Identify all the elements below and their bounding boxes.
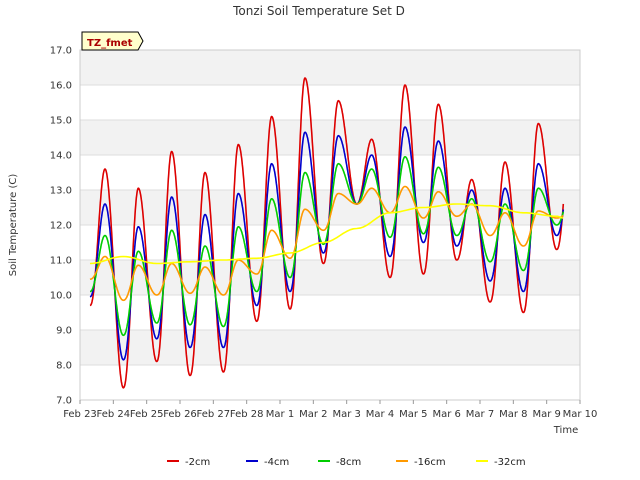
site-label-box: TZ_fmet (81, 31, 144, 51)
x-tick-label: Mar 5 (399, 409, 427, 420)
x-tick-label: Feb 26 (163, 409, 197, 420)
x-tick-label: Feb 25 (130, 409, 164, 420)
series-line-neg2cm (89, 77, 565, 389)
plot-band (80, 120, 580, 155)
legend-label: -2cm (185, 457, 210, 468)
chart-title: Tonzi Soil Temperature Set D (232, 4, 405, 18)
y-axis-title: Soil Temperature (C) (8, 174, 19, 277)
series-line-neg16cm (89, 185, 564, 302)
y-tick-label: 7.0 (56, 396, 72, 407)
series-line-neg4cm (89, 126, 565, 361)
plot-band (80, 260, 580, 295)
y-tick-label: 12.0 (50, 221, 72, 232)
site-label: TZ_fmet (87, 38, 133, 49)
x-tick-label: Feb 24 (97, 409, 131, 420)
x-tick-label: Mar 7 (466, 409, 494, 420)
series-line-neg32cm (89, 203, 564, 265)
legend-label: -8cm (336, 457, 361, 468)
legend-label: -32cm (494, 457, 526, 468)
x-tick-label: Mar 3 (332, 409, 360, 420)
x-tick-label: Mar 9 (532, 409, 560, 420)
y-tick-label: 8.0 (56, 361, 72, 372)
x-axis-title: Time (553, 425, 578, 436)
y-tick-label: 10.0 (50, 291, 72, 302)
x-tick-label: Mar 1 (266, 409, 294, 420)
plot-band (80, 330, 580, 365)
legend-label: -16cm (414, 457, 446, 468)
x-tick-label: Mar 2 (299, 409, 327, 420)
y-tick-label: 11.0 (50, 256, 72, 267)
x-tick-label: Feb 28 (230, 409, 264, 420)
plot-frame (79, 49, 581, 401)
y-tick-label: 17.0 (50, 46, 72, 57)
x-tick-label: Mar 4 (366, 409, 394, 420)
plot-bands (80, 50, 580, 365)
plot-band (80, 50, 580, 85)
x-tick-label: Feb 23 (63, 409, 97, 420)
y-tick-label: 16.0 (50, 81, 72, 92)
y-tick-labels: 7.0 8.0 9.0 10.0 11.0 12.0 13.0 14.0 15.0 16.0 17.… (50, 46, 72, 407)
y-tick-label: 14.0 (50, 151, 72, 162)
y-tick-label: 9.0 (56, 326, 72, 337)
x-tick-labels: Feb 23 Feb 24 Feb 25 Feb 26 Feb 27 Feb 28 Mar … (63, 400, 597, 420)
legend: -2cm -4cm -8cm -16cm -32cm (167, 457, 526, 468)
x-tick-label: Feb 27 (197, 409, 231, 420)
y-tick-label: 15.0 (50, 116, 72, 127)
x-tick-label: Mar 6 (432, 409, 460, 420)
y-tick-label: 13.0 (50, 186, 72, 197)
x-tick-label: Mar 8 (499, 409, 527, 420)
legend-label: -4cm (264, 457, 289, 468)
x-tick-label: Mar 10 (563, 409, 598, 420)
series-group (89, 77, 565, 389)
series-line-neg8cm (89, 156, 565, 337)
